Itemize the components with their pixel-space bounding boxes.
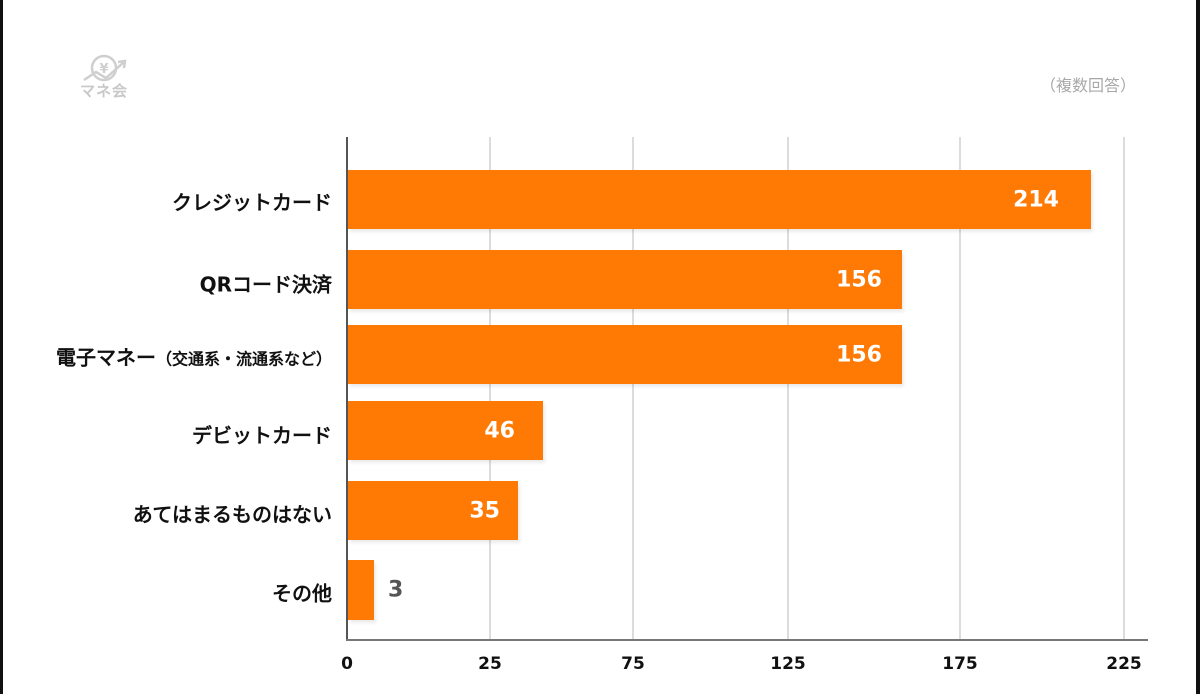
category-label-sub: （交通系・流通系など） xyxy=(155,349,332,369)
category-label: QRコード決済 xyxy=(199,272,332,297)
bar-credit-card: 214 xyxy=(348,170,1091,229)
gridline-175 xyxy=(959,137,961,639)
multiple-answer-note: （複数回答） xyxy=(1040,76,1137,95)
x-axis xyxy=(346,639,1148,641)
bar-value: 156 xyxy=(836,342,882,367)
category-label-main: 電子マネー xyxy=(55,345,156,370)
bar-value: 156 xyxy=(836,267,882,292)
y-axis xyxy=(346,137,348,640)
bar-e-money: 156 xyxy=(348,325,902,384)
gridline-75 xyxy=(632,137,634,639)
right-border xyxy=(1196,0,1200,694)
x-tick: 75 xyxy=(621,654,645,674)
category-label: クレジットカード xyxy=(172,190,332,215)
x-tick: 225 xyxy=(1106,654,1142,674)
bar-other: 3 xyxy=(348,560,403,620)
category-label: 電子マネー（交通系・流通系など） xyxy=(56,342,332,371)
bar-qr-payment: 156 xyxy=(348,250,902,309)
brand-name: マネ会 xyxy=(80,82,129,100)
category-label: その他 xyxy=(272,581,332,606)
svg-text:¥: ¥ xyxy=(99,62,108,77)
category-label: あてはまるものはない xyxy=(132,502,332,527)
bar-value: 214 xyxy=(1013,187,1059,212)
left-border xyxy=(0,0,3,694)
gridline-225 xyxy=(1123,137,1125,639)
gridline-125 xyxy=(787,137,789,639)
bar-value: 46 xyxy=(484,418,515,443)
bar-debit-card: 46 xyxy=(348,401,543,460)
bar-value: 3 xyxy=(388,577,404,603)
x-tick: 175 xyxy=(942,654,978,674)
x-tick: 125 xyxy=(770,654,806,674)
bar-none: 35 xyxy=(348,481,518,540)
bar-value: 35 xyxy=(469,498,500,523)
x-tick: 0 xyxy=(341,654,353,674)
x-tick: 25 xyxy=(478,654,502,674)
yen-growth-icon: ¥ xyxy=(83,54,127,82)
gridline-25 xyxy=(489,137,491,639)
category-label: デビットカード xyxy=(192,423,332,448)
